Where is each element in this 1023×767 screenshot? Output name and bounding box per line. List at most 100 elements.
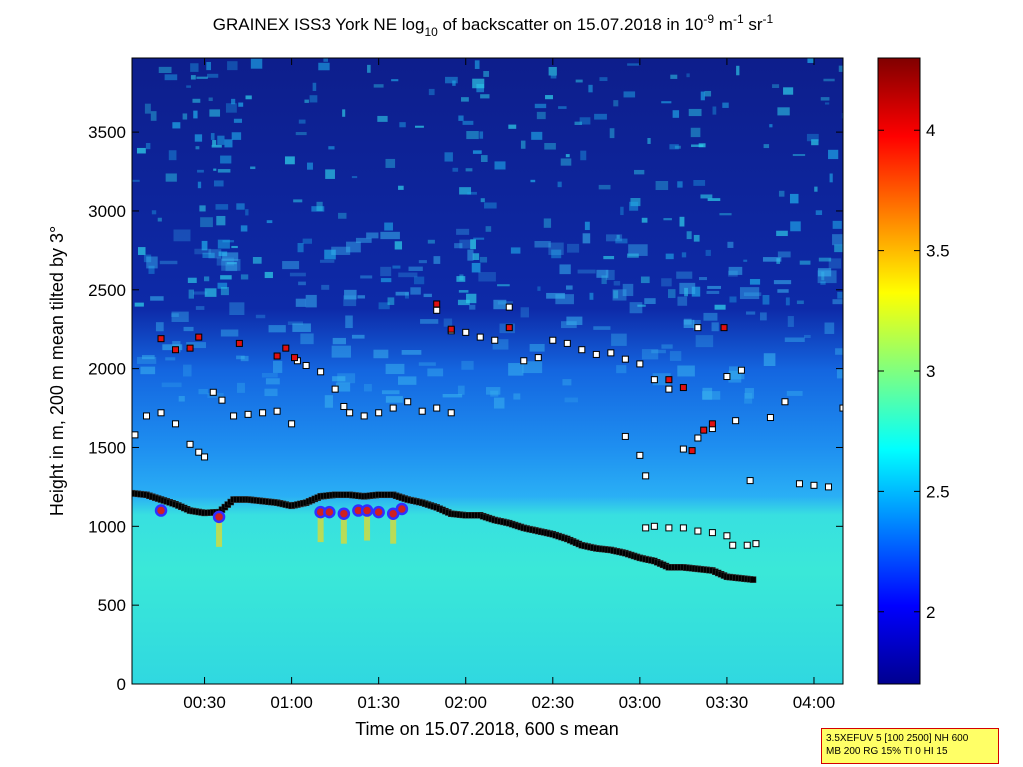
texture-speck (226, 262, 237, 265)
texture-speck (287, 321, 304, 326)
texture-speck (298, 119, 306, 124)
upper-layer-point (288, 420, 296, 428)
aerosol-top-point (665, 376, 673, 384)
texture-speck (236, 355, 245, 360)
texture-speck (282, 261, 300, 270)
texture-speck (240, 274, 249, 280)
texture-speck (744, 392, 753, 404)
texture-speck (773, 280, 792, 285)
texture-speck (663, 218, 672, 221)
texture-speck (728, 266, 743, 275)
texture-speck (615, 238, 628, 244)
texture-speck (548, 242, 564, 255)
texture-speck (613, 100, 619, 107)
texture-speck (182, 113, 188, 120)
texture-speck (328, 146, 335, 150)
texture-speck (240, 355, 249, 362)
upper-layer-point (650, 522, 658, 530)
texture-speck (661, 344, 673, 349)
upper-layer-point (132, 431, 139, 439)
texture-speck (834, 244, 843, 253)
texture-speck (380, 266, 392, 277)
chart-title-part: GRAINEX ISS3 York NE log (213, 15, 425, 34)
texture-speck (452, 167, 459, 172)
upper-layer-point (743, 541, 751, 549)
texture-speck (478, 272, 496, 282)
texture-speck (384, 222, 393, 231)
texture-speck (707, 285, 722, 289)
texture-speck (231, 132, 242, 140)
texture-speck (195, 146, 200, 150)
texture-speck (546, 292, 565, 299)
texture-speck (300, 333, 314, 345)
texture-speck (304, 99, 309, 103)
aerosol-top-point (282, 344, 290, 352)
texture-speck (292, 323, 311, 332)
texture-speck (197, 181, 202, 189)
texture-speck (136, 147, 146, 154)
texture-speck (693, 234, 700, 242)
texture-speck (744, 388, 754, 399)
texture-speck (727, 241, 734, 248)
texture-speck (634, 169, 645, 175)
texture-speck (719, 213, 732, 216)
texture-speck (132, 179, 140, 182)
cloud-base-point (212, 510, 226, 524)
aerosol-top-point (720, 324, 728, 332)
cloud-streak (216, 516, 223, 547)
texture-speck (829, 173, 833, 183)
texture-speck (494, 161, 506, 170)
upper-layer-point (732, 417, 740, 425)
texture-speck (677, 181, 683, 188)
chart-title-sup: -1 (763, 12, 774, 26)
texture-speck (669, 351, 682, 361)
texture-speck (647, 137, 651, 144)
texture-speck (818, 257, 832, 262)
texture-speck (669, 144, 679, 150)
settings-line-2: MB 200 RG 15% TI 0 HI 15 (826, 746, 948, 757)
texture-speck (250, 58, 263, 69)
upper-layer-point (781, 398, 789, 406)
texture-speck (210, 133, 215, 140)
texture-speck (345, 315, 353, 329)
texture-speck (686, 231, 692, 240)
upper-layer-point (694, 324, 702, 332)
texture-speck (479, 131, 484, 139)
texture-speck (459, 187, 472, 195)
texture-speck (672, 110, 680, 118)
upper-layer-point (679, 524, 687, 532)
texture-speck (567, 243, 580, 253)
texture-speck (790, 221, 801, 232)
upper-layer-point (642, 524, 650, 532)
colorbar-tick-label: 4 (926, 121, 935, 140)
texture-speck (236, 203, 245, 210)
cloud-streak (364, 510, 371, 541)
colorbar-tick-label: 2.5 (926, 482, 950, 501)
texture-speck (458, 115, 464, 121)
texture-speck (837, 291, 843, 299)
texture-speck (398, 272, 418, 278)
texture-speck (749, 278, 761, 285)
texture-speck (652, 373, 671, 386)
texture-speck (423, 293, 432, 298)
texture-speck (165, 173, 177, 182)
texture-speck (240, 225, 248, 232)
texture-speck (543, 218, 552, 228)
texture-speck (702, 391, 721, 400)
texture-speck (832, 234, 843, 246)
texture-speck (458, 290, 469, 293)
texture-speck (461, 97, 469, 102)
texture-speck (700, 91, 705, 101)
texture-speck (459, 274, 464, 281)
texture-speck (537, 286, 541, 291)
chart-title-sub: 10 (424, 25, 438, 39)
texture-speck (466, 293, 477, 304)
texture-speck (157, 217, 162, 222)
texture-speck (238, 102, 244, 107)
texture-speck (474, 60, 480, 69)
texture-speck (493, 299, 507, 310)
texture-speck (559, 264, 571, 275)
texture-speck (385, 363, 405, 375)
texture-speck (613, 281, 621, 286)
texture-speck (589, 292, 594, 300)
